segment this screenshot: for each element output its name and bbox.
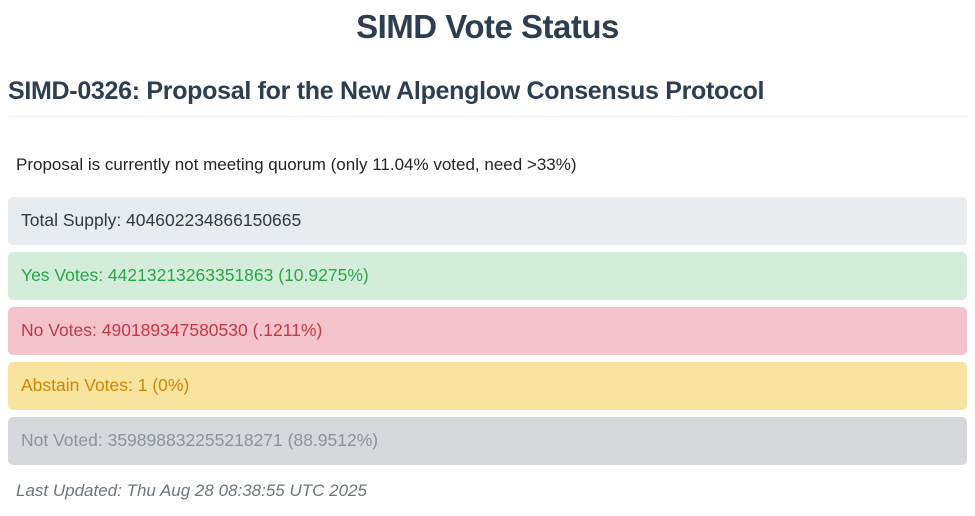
vote-bar-total-supply: Total Supply: 404602234866150665 xyxy=(8,196,967,245)
vote-bar-yes-votes: Yes Votes: 44213213263351863 (10.9275%) xyxy=(8,251,967,300)
total-supply-label: Total Supply: 404602234866150665 xyxy=(21,210,302,231)
last-updated-text: Last Updated: Thu Aug 28 08:38:55 UTC 20… xyxy=(16,480,367,500)
vote-bar-no-votes: No Votes: 490189347580530 (.1211%) xyxy=(8,306,967,355)
vote-bar-abstain-votes: Abstain Votes: 1 (0%) xyxy=(8,361,967,410)
vote-bar-not-voted: Not Voted: 359898832255218271 (88.9512%) xyxy=(8,416,967,465)
not-voted-label: Not Voted: 359898832255218271 (88.9512%) xyxy=(21,430,379,451)
quorum-status-text: Proposal is currently not meeting quorum… xyxy=(16,154,577,174)
vote-bars-container: Total Supply: 404602234866150665 Yes Vot… xyxy=(8,196,967,465)
no-votes-label: No Votes: 490189347580530 (.1211%) xyxy=(21,320,323,341)
page-title: SIMD Vote Status xyxy=(356,8,619,45)
abstain-votes-label: Abstain Votes: 1 (0%) xyxy=(21,375,190,396)
proposal-heading: SIMD-0326: Proposal for the New Alpenglo… xyxy=(8,76,967,117)
yes-votes-label: Yes Votes: 44213213263351863 (10.9275%) xyxy=(21,265,369,286)
